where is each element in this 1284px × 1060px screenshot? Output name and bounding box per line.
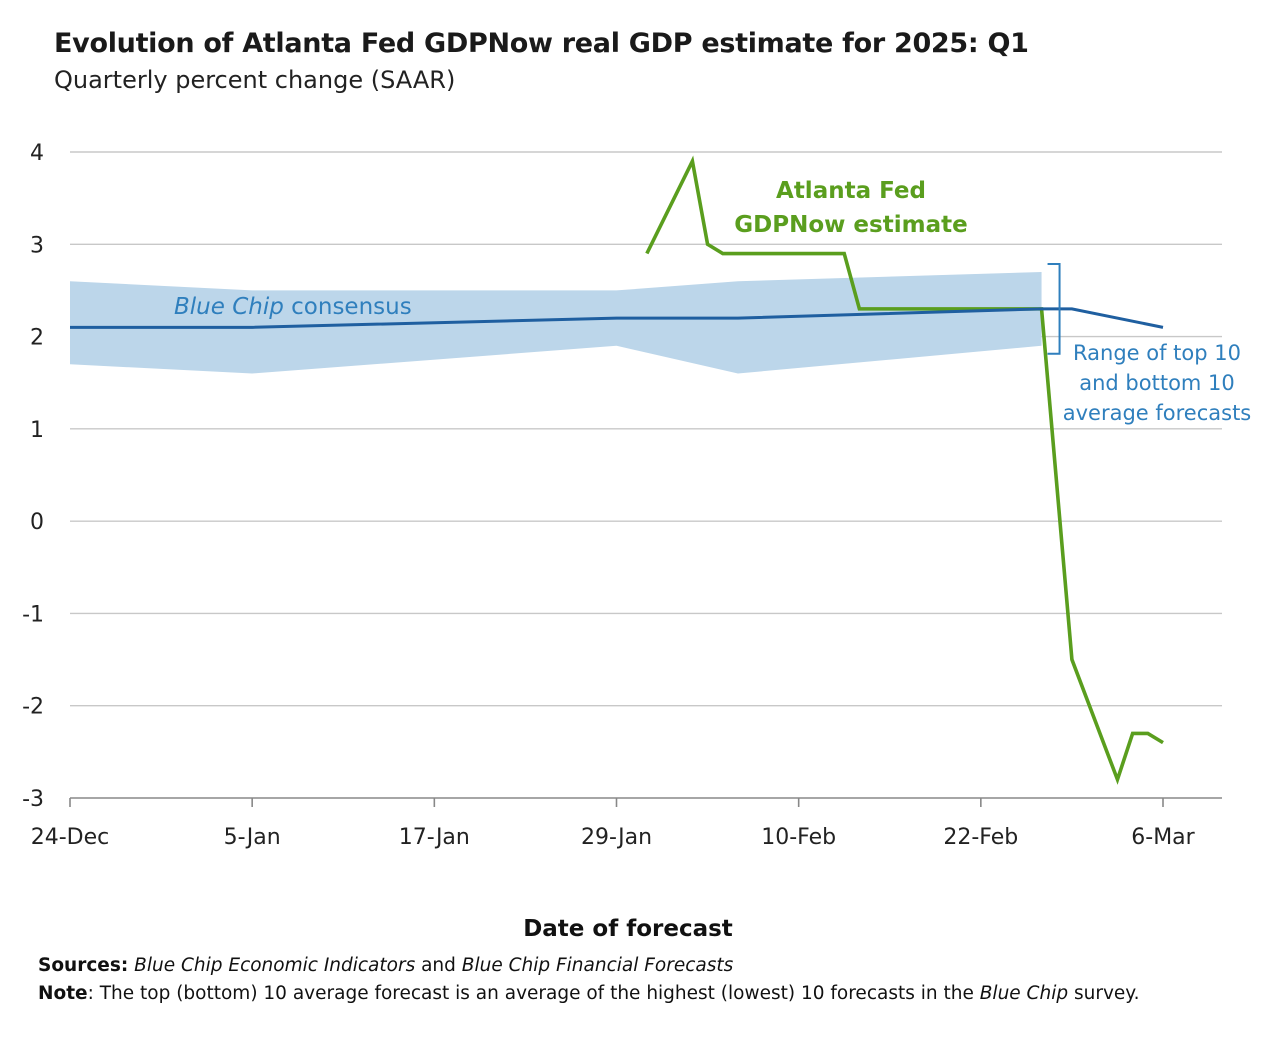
y-tick-label: 2: [30, 326, 44, 351]
chart-title: Evolution of Atlanta Fed GDPNow real GDP…: [54, 28, 1029, 59]
x-tick-label: 17-Jan: [399, 825, 470, 850]
sources-line: Sources: Blue Chip Economic Indicators a…: [38, 952, 1238, 980]
blue-chip-label-rest: consensus: [284, 294, 412, 320]
range-band-area: [70, 271, 1042, 374]
range-band-layer: [70, 271, 1042, 374]
x-tick-label: 6-Mar: [1131, 825, 1195, 850]
note-text-2: survey.: [1068, 983, 1140, 1004]
note-line: Note: The top (bottom) 10 average foreca…: [38, 980, 1238, 1008]
gdpnow-series-line: [645, 155, 1164, 785]
y-tick-label: -2: [22, 695, 44, 720]
range-band-label-line: Range of top 10: [1073, 341, 1241, 365]
sources-and: and: [415, 955, 462, 976]
x-tick-label: 24-Dec: [31, 825, 110, 850]
range-band-label-line: average forecasts: [1063, 401, 1252, 425]
blue-chip-label-italic: Blue Chip: [174, 294, 284, 320]
note-text-1: : The top (bottom) 10 average forecast i…: [87, 983, 980, 1004]
sources-title-1: Blue Chip Economic Indicators: [134, 955, 416, 976]
range-band-bracket: [1047, 262, 1061, 355]
x-axis-title: Date of forecast: [523, 916, 733, 942]
gdpnow-label-line: GDPNow estimate: [734, 212, 967, 238]
y-tick-label: -1: [22, 602, 44, 627]
range-band-label-line: and bottom 10: [1079, 371, 1235, 395]
y-tick-label: -3: [22, 787, 44, 812]
blue-chip-consensus-line: [70, 307, 1164, 329]
x-tick-label: 22-Feb: [943, 825, 1018, 850]
axis-layer: 4 3 2 1 0 -1 -2 -3 24-Dec 5-Jan 17-Jan 29-Jan 10-Feb…: [22, 141, 1196, 942]
gdpnow-label-line: Atlanta Fed: [776, 178, 926, 204]
sources-title-2: Blue Chip Financial Forecasts: [461, 955, 734, 976]
y-tick-label: 1: [30, 418, 44, 443]
chart-subtitle: Quarterly percent change (SAAR): [54, 66, 456, 94]
series-layer: [70, 155, 1164, 785]
sources-label: Sources:: [38, 955, 129, 976]
grid-layer: [70, 151, 1222, 799]
x-tick-label: 10-Feb: [761, 825, 836, 850]
x-tick-label: 29-Jan: [581, 825, 652, 850]
x-tick-label: 5-Jan: [224, 825, 281, 850]
note-italic: Blue Chip: [979, 983, 1069, 1004]
y-tick-label: 0: [30, 510, 44, 535]
y-tick-label: 3: [30, 233, 44, 258]
line-chart: 4 3 2 1 0 -1 -2 -3 24-Dec 5-Jan 17-Jan 29-Jan 10-Feb…: [22, 141, 1251, 942]
blue-chip-consensus-label: Blue Chip consensus: [174, 294, 412, 320]
label-layer: Range of top 10 and bottom 10 average fore…: [174, 178, 1251, 425]
y-tick-label: 4: [30, 141, 44, 166]
chart-footnotes: Sources: Blue Chip Economic Indicators a…: [38, 952, 1238, 1008]
note-label: Note: [38, 983, 88, 1004]
